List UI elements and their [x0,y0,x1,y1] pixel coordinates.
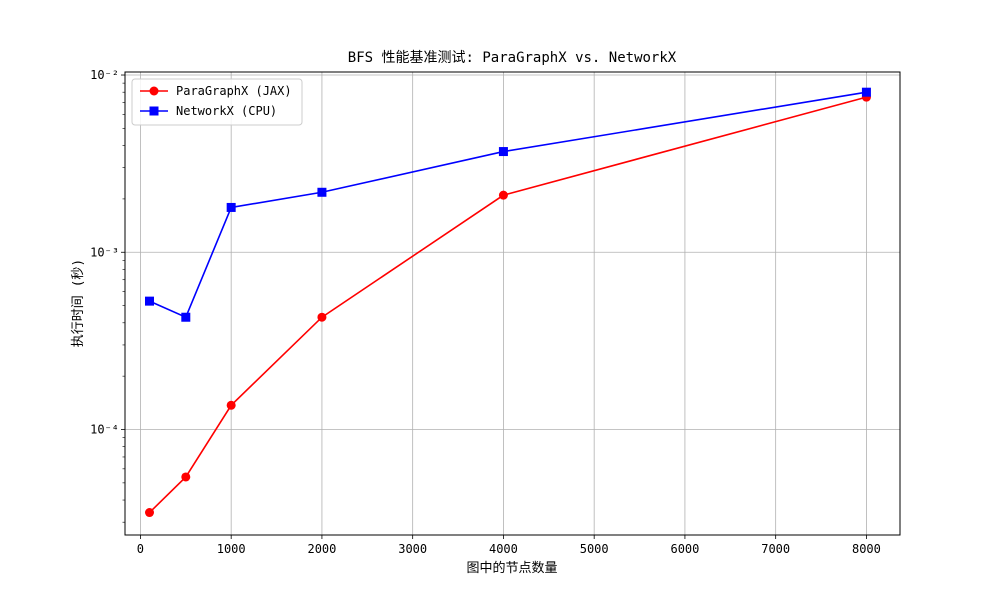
legend-box [131,78,303,126]
data-point [226,400,236,410]
data-point [317,187,327,197]
data-point [226,202,236,212]
data-point [145,508,155,518]
y-axis: 10⁻⁴ 10⁻³ 10⁻² [90,68,125,523]
x-tick-label: 7000 [761,542,790,556]
x-tick-label: 0 [137,542,144,556]
legend-marker [149,106,159,116]
x-tick-label: 2000 [307,542,336,556]
x-tick-label: 4000 [489,542,518,556]
legend-marker [149,86,159,96]
data-point [498,147,508,157]
data-point [317,312,327,322]
y-axis-label: 执行时间 (秒) [71,259,86,347]
y-tick-label: 10⁻⁴ [90,423,119,437]
x-tick-label: 6000 [670,542,699,556]
legend-label: NetworkX (CPU) [176,104,277,118]
series-line [149,91,867,319]
y-tick-label: 10⁻² [90,68,119,82]
data-point [181,472,191,482]
x-tick-label: 1000 [217,542,246,556]
series-layer [145,87,871,518]
chart-title: BFS 性能基准测试: ParaGraphX vs. NetworkX [348,49,677,66]
legend: ParaGraphX (JAX) NetworkX (CPU) [131,78,303,126]
grid [125,72,900,535]
data-point [145,296,155,306]
x-axis-label: 图中的节点数量 [466,560,557,576]
legend-label: ParaGraphX (JAX) [176,84,292,98]
data-point [181,312,191,322]
data-point [498,190,508,200]
x-tick-label: 8000 [852,542,881,556]
plot-frame [124,71,901,536]
x-tick-label: 3000 [398,542,427,556]
y-tick-label: 10⁻³ [90,245,119,259]
data-point [861,87,871,97]
x-tick-label: 5000 [580,542,609,556]
series-line [148,96,867,514]
x-axis: 0 1000 2000 3000 4000 5000 6000 7000 8000 [137,535,881,556]
